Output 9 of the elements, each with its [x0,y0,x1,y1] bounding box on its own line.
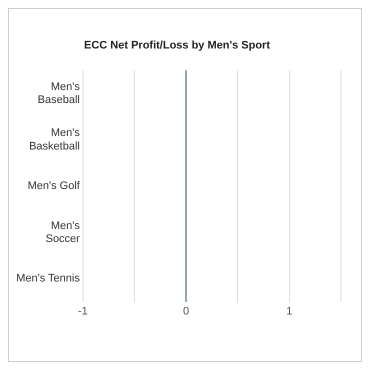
x-tick-label: 0 [183,305,190,318]
x-tick-label: 1 [286,305,292,318]
chart-title: ECC Net Profit/Loss by Men's Sport [84,40,270,52]
y-tick-label: Men's Basketball [29,127,80,152]
y-tick-label: Men's Baseball [38,80,80,106]
y-tick-label: Men's Tennis [16,272,80,285]
x-tick-label: -1 [78,305,88,318]
y-tick-label: Men's Golf [28,180,81,192]
y-tick-label: Men's Soccer [46,220,80,245]
